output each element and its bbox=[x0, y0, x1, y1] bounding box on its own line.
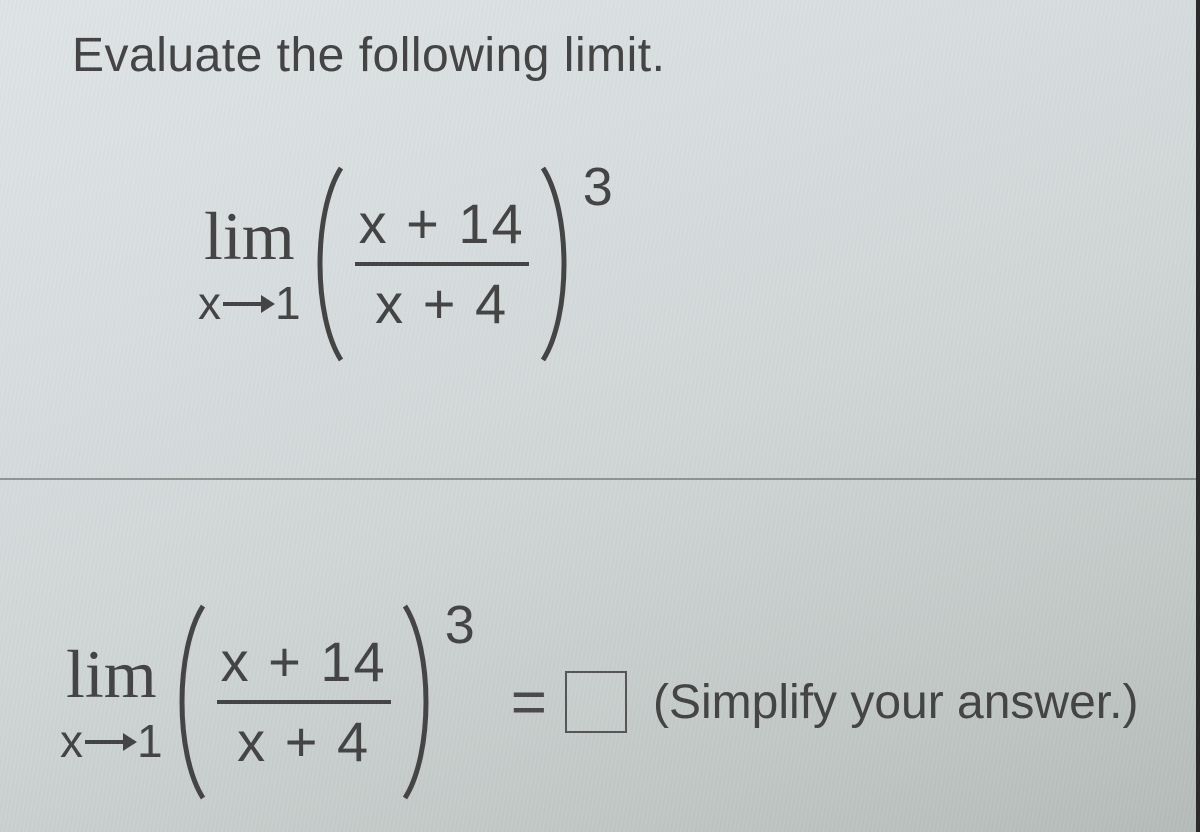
lim-subscript: x 1 bbox=[198, 280, 301, 326]
numerator: x + 14 bbox=[355, 186, 529, 262]
section-divider bbox=[0, 478, 1200, 480]
lim-variable: x bbox=[60, 718, 83, 764]
left-paren-icon bbox=[167, 600, 211, 804]
arrow-icon bbox=[223, 293, 273, 313]
left-paren-icon bbox=[305, 162, 349, 366]
lim-approach-value: 1 bbox=[275, 280, 301, 326]
fraction: x + 14 x + 4 bbox=[217, 624, 391, 780]
lim-word: lim bbox=[204, 202, 295, 270]
parenthesized-fraction: x + 14 x + 4 3 bbox=[305, 162, 613, 366]
limit-operator: lim x 1 bbox=[198, 202, 301, 326]
lim-variable: x bbox=[198, 280, 221, 326]
right-frame-edge bbox=[1196, 0, 1200, 832]
limit-expression: lim x 1 x + 14 x + 4 3 bbox=[198, 162, 613, 366]
exponent: 3 bbox=[445, 594, 475, 656]
limit-operator: lim x 1 bbox=[60, 640, 163, 764]
fraction: x + 14 x + 4 bbox=[355, 186, 529, 342]
instruction-text: Evaluate the following limit. bbox=[72, 28, 665, 83]
answer-row: lim x 1 x + 14 x + 4 3 = (Simplify your … bbox=[60, 600, 1138, 804]
numerator: x + 14 bbox=[217, 624, 391, 700]
lim-approach-value: 1 bbox=[137, 718, 163, 764]
lim-subscript: x 1 bbox=[60, 718, 163, 764]
denominator: x + 4 bbox=[371, 266, 512, 342]
parenthesized-fraction: x + 14 x + 4 3 bbox=[167, 600, 475, 804]
exponent: 3 bbox=[583, 156, 613, 218]
equals-sign: = bbox=[511, 667, 541, 738]
lim-word: lim bbox=[66, 640, 157, 708]
denominator: x + 4 bbox=[233, 704, 374, 780]
right-paren-icon bbox=[397, 600, 441, 804]
right-paren-icon bbox=[535, 162, 579, 366]
answer-input[interactable] bbox=[565, 671, 627, 733]
arrow-icon bbox=[85, 731, 135, 751]
answer-hint: (Simplify your answer.) bbox=[653, 675, 1138, 730]
